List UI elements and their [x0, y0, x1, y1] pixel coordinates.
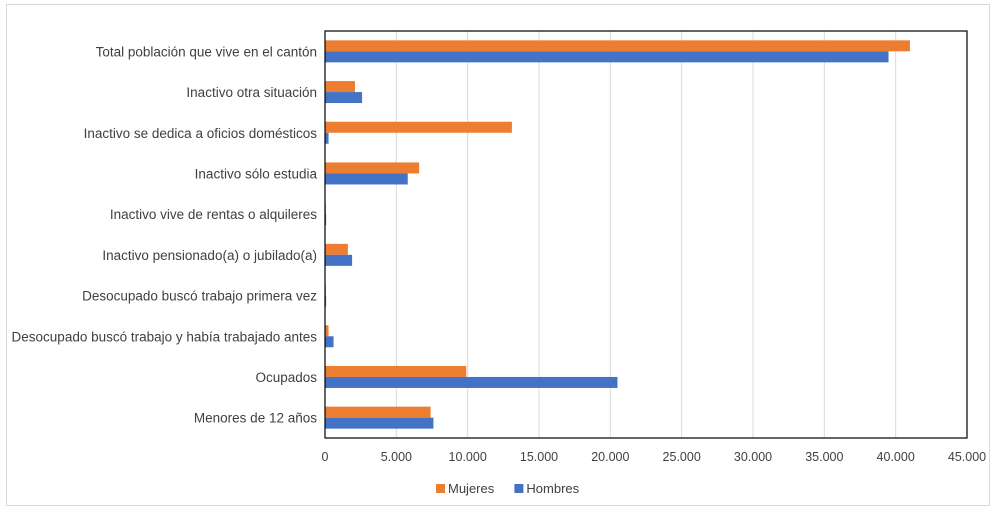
legend-label-hombres: Hombres	[526, 481, 579, 496]
bar-hombres	[325, 51, 889, 63]
plot-border	[324, 30, 968, 439]
x-tick-label: 0	[322, 450, 329, 464]
bar-hombres	[325, 173, 408, 185]
category-label: Inactivo sólo estudia	[195, 166, 318, 181]
legend-label-mujeres: Mujeres	[448, 481, 495, 496]
category-label: Inactivo otra situación	[186, 85, 317, 100]
x-tick-label: 35.000	[805, 450, 843, 464]
category-label: Desocupado buscó trabajo y había trabaja…	[12, 329, 318, 344]
bar-mujeres	[325, 325, 329, 337]
bar-hombres	[325, 417, 434, 429]
bar-mujeres	[325, 365, 467, 377]
category-label: Inactivo pensionado(a) o jubilado(a)	[102, 248, 317, 263]
x-tick-label: 25.000	[663, 450, 701, 464]
category-label: Desocupado buscó trabajo primera vez	[82, 289, 317, 304]
x-tick-label: 15.000	[520, 450, 558, 464]
bar-hombres	[325, 92, 363, 104]
bar-mujeres	[325, 121, 512, 133]
bar-mujeres	[325, 406, 431, 418]
x-tick-label: 10.000	[449, 450, 487, 464]
category-label: Ocupados	[255, 370, 317, 385]
bar-hombres	[325, 376, 618, 388]
category-label: Menores de 12 años	[194, 411, 317, 426]
legend-swatch-hombres	[514, 484, 524, 493]
x-tick-label: 5.000	[381, 450, 412, 464]
bar-hombres	[325, 254, 353, 266]
legend-swatch-mujeres	[436, 484, 445, 493]
category-label: Total población que vive en el cantón	[96, 44, 317, 59]
bar-mujeres	[325, 162, 420, 174]
category-label: Inactivo vive de rentas o alquileres	[110, 207, 317, 222]
bar-mujeres	[325, 243, 348, 255]
x-tick-label: 30.000	[734, 450, 772, 464]
bar-mujeres	[325, 81, 355, 93]
bar-mujeres	[325, 40, 910, 52]
chart-frame: 0 5.000 10.000 15.000 20.000 25.000 30.000 35.0…	[6, 4, 990, 506]
bar-hombres	[325, 336, 334, 348]
x-tick-label: 45.000	[948, 450, 986, 464]
category-label: Inactivo se dedica a oficios domésticos	[84, 126, 318, 141]
bar-hombres	[325, 132, 329, 144]
bar-chart: 0 5.000 10.000 15.000 20.000 25.000 30.000 35.0…	[12, 30, 986, 496]
x-tick-label: 40.000	[877, 450, 915, 464]
x-tick-label: 20.000	[591, 450, 629, 464]
